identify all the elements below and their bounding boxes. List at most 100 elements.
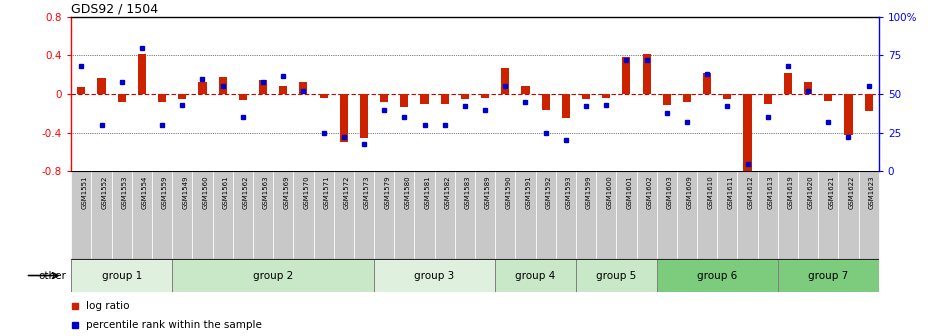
FancyBboxPatch shape [172,171,192,259]
FancyBboxPatch shape [737,171,758,259]
Text: GSM1554: GSM1554 [142,176,148,209]
FancyBboxPatch shape [656,171,676,259]
Bar [642,53,651,94]
Text: GSM1571: GSM1571 [324,176,330,209]
Text: log ratio: log ratio [86,301,129,311]
FancyBboxPatch shape [333,171,353,259]
Text: GSM1601: GSM1601 [626,176,633,209]
Bar [279,86,287,94]
FancyBboxPatch shape [576,259,656,292]
Bar [421,94,428,104]
FancyBboxPatch shape [859,171,879,259]
FancyBboxPatch shape [778,259,879,292]
Bar [77,87,86,94]
FancyBboxPatch shape [172,259,374,292]
Bar [481,94,489,98]
FancyBboxPatch shape [536,171,556,259]
Bar [845,94,852,135]
Bar [179,94,186,99]
FancyBboxPatch shape [152,171,172,259]
Text: GSM1570: GSM1570 [303,176,310,209]
Bar [199,83,206,94]
Text: GSM1562: GSM1562 [243,176,249,209]
Bar [98,78,105,94]
FancyBboxPatch shape [717,171,737,259]
Bar [400,94,408,107]
FancyBboxPatch shape [475,171,495,259]
FancyBboxPatch shape [274,171,294,259]
FancyBboxPatch shape [434,171,455,259]
FancyBboxPatch shape [314,171,333,259]
FancyBboxPatch shape [71,171,91,259]
Bar [622,57,631,94]
FancyBboxPatch shape [597,171,617,259]
Bar [683,94,691,102]
Text: GSM1623: GSM1623 [868,176,875,209]
Text: group 1: group 1 [102,270,142,281]
Text: GSM1603: GSM1603 [667,176,673,209]
FancyBboxPatch shape [656,259,778,292]
Bar [360,94,368,137]
Text: group 5: group 5 [597,270,636,281]
Text: GSM1621: GSM1621 [828,176,834,209]
Bar [299,83,308,94]
Text: GSM1553: GSM1553 [122,176,127,209]
Bar [158,94,166,102]
Text: group 3: group 3 [414,270,455,281]
FancyBboxPatch shape [394,171,414,259]
Bar [502,68,509,94]
Text: GSM1610: GSM1610 [707,176,713,209]
Bar [319,94,328,98]
Text: GSM1593: GSM1593 [566,176,572,209]
FancyBboxPatch shape [374,259,495,292]
Bar [744,94,751,173]
Bar [238,94,247,100]
Bar [784,73,792,94]
FancyBboxPatch shape [798,171,818,259]
Text: GDS92 / 1504: GDS92 / 1504 [71,3,159,16]
FancyBboxPatch shape [192,171,213,259]
FancyBboxPatch shape [636,171,656,259]
FancyBboxPatch shape [233,171,253,259]
Bar [723,94,732,99]
Text: GSM1619: GSM1619 [788,176,794,209]
Text: GSM1583: GSM1583 [465,176,471,209]
Text: GSM1592: GSM1592 [545,176,552,209]
FancyBboxPatch shape [617,171,637,259]
Text: GSM1600: GSM1600 [606,176,612,209]
FancyBboxPatch shape [556,171,576,259]
FancyBboxPatch shape [495,171,515,259]
Bar [259,80,267,94]
Text: GSM1590: GSM1590 [505,176,511,209]
Text: GSM1611: GSM1611 [728,176,733,209]
Bar [825,94,832,101]
FancyBboxPatch shape [838,171,859,259]
Text: group 4: group 4 [516,270,556,281]
Text: GSM1579: GSM1579 [384,176,390,209]
FancyBboxPatch shape [91,171,112,259]
FancyBboxPatch shape [455,171,475,259]
FancyBboxPatch shape [495,259,576,292]
FancyBboxPatch shape [112,171,132,259]
Text: other: other [39,270,66,281]
FancyBboxPatch shape [374,171,394,259]
Text: group 2: group 2 [253,270,294,281]
FancyBboxPatch shape [294,171,314,259]
Text: GSM1622: GSM1622 [848,176,854,209]
FancyBboxPatch shape [818,171,838,259]
Bar [561,94,570,118]
Bar [218,77,227,94]
Bar [703,73,712,94]
Text: GSM1612: GSM1612 [748,176,753,209]
Text: GSM1573: GSM1573 [364,176,370,209]
Text: GSM1591: GSM1591 [525,176,531,209]
FancyBboxPatch shape [414,171,434,259]
Bar [542,94,550,110]
Text: GSM1589: GSM1589 [485,176,491,209]
FancyBboxPatch shape [213,171,233,259]
FancyBboxPatch shape [515,171,536,259]
Bar [804,82,812,94]
Bar [461,94,469,99]
FancyBboxPatch shape [71,259,172,292]
Text: GSM1560: GSM1560 [202,176,208,209]
